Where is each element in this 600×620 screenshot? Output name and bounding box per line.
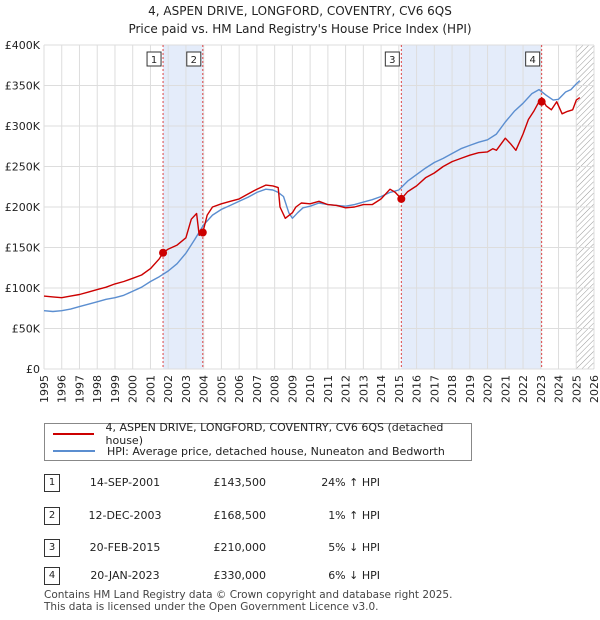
sale-label-box [525, 51, 541, 67]
transaction-hpi-diff: 6% ↓ HPI [328, 569, 380, 582]
y-tick-label: £400K [5, 39, 41, 52]
transaction-number: 3 [44, 539, 60, 557]
x-tick-label: 2024 [553, 375, 566, 403]
x-tick-label: 1995 [38, 375, 51, 403]
transaction-row: 2 12-DEC-2003 £168,500 1% ↑ HPI [0, 507, 600, 527]
sale-label-box [146, 51, 162, 67]
x-tick-label: 2009 [286, 375, 299, 403]
chart-title: 4, ASPEN DRIVE, LONGFORD, COVENTRY, CV6 … [148, 4, 452, 18]
sale-point [537, 97, 546, 106]
legend-label-hpi: HPI: Average price, detached house, Nune… [107, 444, 445, 458]
series-line-hpi [43, 80, 581, 313]
transaction-row: 4 20-JAN-2023 £330,000 6% ↓ HPI [0, 567, 600, 587]
y-tick-label: £0 [26, 363, 40, 376]
x-tick-label: 2018 [446, 375, 459, 403]
x-tick-label: 1997 [73, 375, 86, 403]
sale-label-box [384, 51, 400, 67]
transaction-date: 20-FEB-2015 [89, 541, 161, 554]
x-tick-label: 2025 [570, 375, 583, 403]
legend: 4, ASPEN DRIVE, LONGFORD, COVENTRY, CV6 … [44, 421, 472, 461]
footer-copyright: Contains HM Land Registry data © Crown c… [44, 589, 453, 601]
x-tick-label: 2006 [233, 375, 246, 403]
chart-subtitle: Price paid vs. HM Land Registry's House … [128, 22, 472, 36]
x-tick-label: 2002 [162, 375, 175, 403]
x-tick-label: 2010 [304, 375, 317, 403]
x-tick-label: 1998 [91, 375, 104, 403]
transaction-date: 20-JAN-2023 [90, 569, 160, 582]
x-tick-label: 2000 [127, 375, 140, 403]
sale-label-text: 1 [151, 55, 157, 66]
footer: Contains HM Land Registry data © Crown c… [44, 589, 452, 613]
x-tick-label: 2013 [357, 375, 370, 403]
x-tick-label: 2022 [517, 375, 530, 403]
transaction-hpi-diff: 24% ↑ HPI [321, 476, 380, 489]
sale-label-text: 2 [191, 55, 197, 66]
sale-label-text: 4 [529, 55, 535, 66]
legend-item-property: 4, ASPEN DRIVE, LONGFORD, COVENTRY, CV6 … [53, 421, 471, 447]
sale-point [198, 228, 207, 237]
sale-point [397, 194, 406, 203]
x-tick-label: 2001 [144, 375, 157, 403]
transaction-date: 12-DEC-2003 [88, 509, 162, 522]
x-tick-label: 2003 [180, 375, 193, 403]
transaction-hpi-diff: 1% ↑ HPI [328, 509, 380, 522]
sale-label-text: 3 [389, 55, 395, 66]
transaction-row: 3 20-FEB-2015 £210,000 5% ↓ HPI [0, 539, 600, 559]
transaction-number: 2 [44, 507, 60, 525]
sale-point [159, 248, 168, 257]
transaction-price: £143,500 [213, 476, 267, 489]
transaction-number: 1 [44, 474, 60, 492]
legend-swatch-property [53, 433, 94, 435]
x-tick-label: 2015 [393, 375, 406, 403]
y-tick-label: £300K [5, 120, 41, 133]
transaction-row: 1 14-SEP-2001 £143,500 24% ↑ HPI [0, 474, 600, 494]
x-tick-label: 2026 [588, 375, 600, 403]
y-tick-label: £250K [5, 161, 41, 174]
y-tick-label: £200K [5, 201, 41, 214]
x-tick-label: 1996 [56, 375, 69, 403]
transaction-price: £210,000 [213, 541, 267, 554]
transaction-price: £330,000 [213, 569, 267, 582]
x-tick-label: 2019 [464, 375, 477, 403]
sale-label-box [186, 51, 202, 67]
legend-label-property: 4, ASPEN DRIVE, LONGFORD, COVENTRY, CV6 … [105, 421, 444, 447]
x-tick-label: 2007 [251, 375, 264, 403]
transaction-date: 14-SEP-2001 [89, 476, 161, 489]
x-tick-label: 2016 [411, 375, 424, 403]
y-tick-label: £350K [5, 80, 41, 93]
transaction-price: £168,500 [213, 509, 267, 522]
x-tick-label: 2014 [375, 375, 388, 403]
x-tick-label: 2020 [482, 375, 495, 403]
x-tick-label: 2017 [428, 375, 441, 403]
legend-swatch-hpi [53, 450, 95, 452]
x-tick-label: 2008 [269, 375, 282, 403]
y-tick-label: £150K [5, 242, 41, 255]
x-tick-label: 1999 [109, 375, 122, 403]
x-tick-label: 2023 [535, 375, 548, 403]
x-tick-label: 2021 [499, 375, 512, 403]
footer-licence: This data is licensed under the Open Gov… [44, 601, 379, 613]
x-tick-label: 2012 [340, 375, 353, 403]
x-tick-label: 2004 [198, 375, 211, 403]
transaction-hpi-diff: 5% ↓ HPI [328, 541, 380, 554]
series-line-property [43, 96, 581, 299]
transaction-number: 4 [44, 567, 60, 585]
y-tick-label: £50K [12, 323, 41, 336]
price-chart: 1 2 3 4 £0 £50K £100K £150K £200K £250K £300K £350… [5, 39, 600, 403]
legend-item-hpi: HPI: Average price, detached house, Nune… [53, 443, 445, 459]
x-tick-label: 2011 [322, 375, 335, 403]
y-tick-label: £100K [5, 282, 41, 295]
x-tick-label: 2005 [215, 375, 228, 403]
